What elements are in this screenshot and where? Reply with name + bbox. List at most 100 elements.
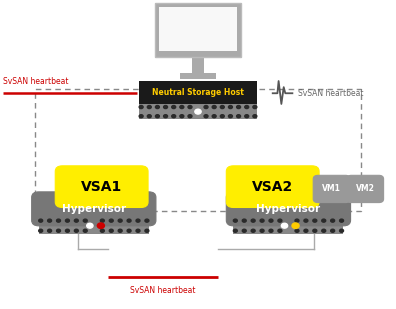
Bar	[160, 6, 236, 51]
Circle shape	[156, 115, 159, 118]
Text: VM2: VM2	[356, 184, 375, 193]
Circle shape	[180, 105, 184, 108]
Circle shape	[48, 219, 51, 222]
Bar	[35, 89, 361, 211]
Circle shape	[242, 229, 246, 232]
Text: Neutral Storage Host: Neutral Storage Host	[152, 88, 244, 97]
Circle shape	[139, 105, 143, 108]
Circle shape	[164, 115, 168, 118]
Circle shape	[180, 115, 184, 118]
Circle shape	[269, 219, 273, 222]
FancyBboxPatch shape	[32, 192, 156, 226]
Text: VM1: VM1	[322, 184, 341, 193]
FancyBboxPatch shape	[226, 192, 350, 226]
Circle shape	[204, 115, 208, 118]
Circle shape	[156, 105, 159, 108]
Text: SvSAN heartbeat: SvSAN heartbeat	[3, 77, 69, 86]
Circle shape	[87, 223, 93, 228]
Circle shape	[188, 105, 192, 108]
Circle shape	[340, 229, 343, 232]
Circle shape	[295, 229, 299, 232]
Bar	[139, 81, 257, 104]
Circle shape	[253, 105, 257, 108]
Circle shape	[74, 229, 78, 232]
Circle shape	[172, 115, 176, 118]
Text: SvSAN heartbeat: SvSAN heartbeat	[130, 286, 195, 295]
Circle shape	[322, 219, 326, 222]
Circle shape	[57, 229, 61, 232]
Text: Hypervisor: Hypervisor	[62, 204, 126, 214]
Circle shape	[245, 115, 249, 118]
Circle shape	[118, 219, 122, 222]
Circle shape	[212, 115, 216, 118]
Circle shape	[313, 219, 317, 222]
Circle shape	[97, 223, 105, 228]
Circle shape	[313, 229, 317, 232]
Circle shape	[242, 219, 246, 222]
Text: SvSAN heartbeat: SvSAN heartbeat	[298, 89, 364, 98]
Circle shape	[220, 115, 224, 118]
Circle shape	[39, 219, 43, 222]
Circle shape	[74, 219, 78, 222]
Circle shape	[260, 219, 264, 222]
FancyBboxPatch shape	[313, 175, 350, 203]
Circle shape	[304, 229, 308, 232]
Circle shape	[304, 219, 308, 222]
Circle shape	[127, 219, 131, 222]
Bar	[155, 3, 241, 57]
Text: VSA2: VSA2	[252, 180, 293, 194]
Circle shape	[118, 229, 122, 232]
Circle shape	[147, 105, 151, 108]
Bar	[139, 104, 257, 119]
Bar	[39, 217, 149, 234]
Circle shape	[109, 219, 113, 222]
Circle shape	[139, 115, 143, 118]
Circle shape	[127, 229, 131, 232]
Circle shape	[260, 229, 264, 232]
Circle shape	[282, 223, 287, 228]
Circle shape	[322, 229, 326, 232]
Circle shape	[253, 115, 257, 118]
Circle shape	[237, 105, 240, 108]
Circle shape	[269, 229, 273, 232]
Circle shape	[331, 219, 335, 222]
Circle shape	[228, 105, 232, 108]
Circle shape	[145, 219, 149, 222]
Circle shape	[331, 229, 335, 232]
Circle shape	[295, 219, 299, 222]
Circle shape	[83, 229, 87, 232]
Circle shape	[340, 219, 343, 222]
Circle shape	[136, 229, 140, 232]
Bar	[192, 57, 204, 73]
Circle shape	[233, 229, 237, 232]
Circle shape	[228, 115, 232, 118]
Bar	[180, 73, 216, 79]
Circle shape	[57, 219, 61, 222]
Circle shape	[237, 115, 240, 118]
Text: VSA1: VSA1	[81, 180, 122, 194]
Circle shape	[278, 229, 282, 232]
Circle shape	[109, 229, 113, 232]
Circle shape	[164, 105, 168, 108]
Circle shape	[220, 105, 224, 108]
Circle shape	[245, 105, 249, 108]
Circle shape	[136, 219, 140, 222]
Circle shape	[147, 115, 151, 118]
Circle shape	[292, 223, 299, 228]
Circle shape	[39, 229, 43, 232]
Circle shape	[100, 219, 104, 222]
Circle shape	[251, 219, 255, 222]
Circle shape	[100, 229, 104, 232]
Circle shape	[195, 109, 201, 114]
Text: Hypervisor: Hypervisor	[256, 204, 320, 214]
Circle shape	[233, 219, 237, 222]
Circle shape	[48, 229, 51, 232]
FancyBboxPatch shape	[55, 166, 148, 207]
Circle shape	[145, 229, 149, 232]
Circle shape	[172, 105, 176, 108]
Circle shape	[83, 219, 87, 222]
Circle shape	[251, 229, 255, 232]
Circle shape	[204, 105, 208, 108]
Circle shape	[188, 115, 192, 118]
FancyBboxPatch shape	[226, 166, 319, 207]
